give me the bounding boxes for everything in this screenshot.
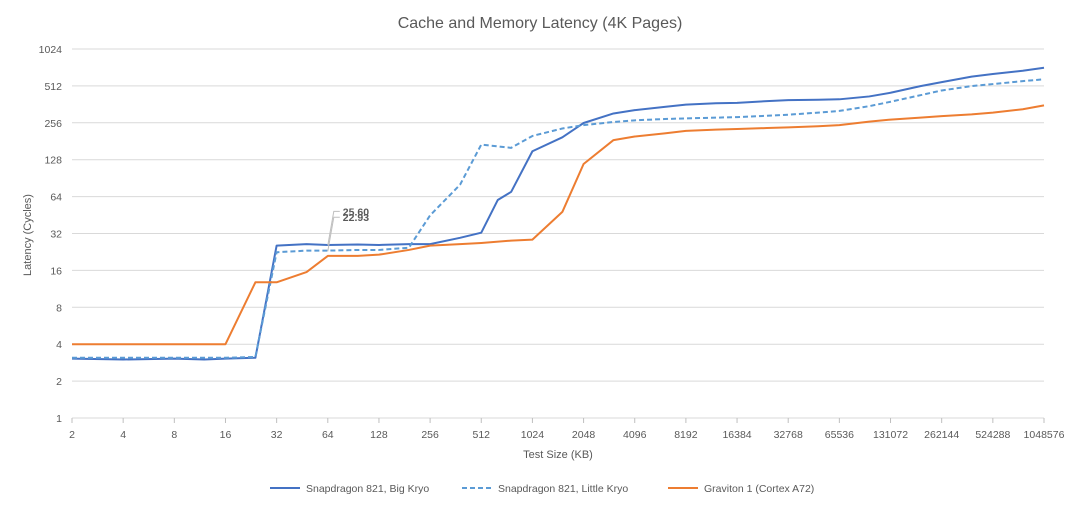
legend: Snapdragon 821, Big Kryo Snapdragon 821, … — [270, 483, 814, 495]
legend-label-2: Graviton 1 (Cortex A72) — [704, 483, 814, 495]
y-tick-label: 1 — [56, 413, 62, 425]
grid — [71, 48, 1045, 423]
x-tick-label: 1048576 — [1024, 429, 1065, 441]
y-tick-label: 1024 — [39, 44, 63, 56]
x-tick-label: 2 — [69, 429, 75, 441]
x-tick-label: 65536 — [825, 429, 854, 441]
legend-label-1: Snapdragon 821, Little Kryo — [498, 483, 628, 495]
chart-title: Cache and Memory Latency (4K Pages) — [398, 15, 683, 32]
x-tick-label: 16 — [220, 429, 232, 441]
x-tick-label: 8192 — [674, 429, 698, 441]
x-tick-label: 524288 — [975, 429, 1010, 441]
series-line-1 — [72, 78, 1045, 359]
x-tick-label: 32768 — [774, 429, 803, 441]
x-tick-label: 4 — [120, 429, 126, 441]
y-tick-label: 512 — [44, 81, 62, 93]
y-tick-label: 64 — [50, 192, 62, 204]
series-lines — [71, 66, 1045, 361]
x-tick-label: 2048 — [572, 429, 596, 441]
x-tick-label: 32 — [271, 429, 283, 441]
x-axis-title: Test Size (KB) — [523, 449, 593, 461]
annotation-leader — [327, 216, 340, 252]
annotation-label: 25.60 — [343, 206, 369, 218]
annotation-label: 22.93 — [343, 212, 369, 224]
x-tick-label: 8 — [171, 429, 177, 441]
x-axis-ticks: 2 4 8 16 32 64 128 256 512 1024 2048 4096 8192 16384 3… — [69, 429, 1065, 441]
series-line-2 — [72, 104, 1045, 346]
x-tick-label: 128 — [370, 429, 388, 441]
x-tick-label: 512 — [472, 429, 490, 441]
x-tick-label: 256 — [421, 429, 439, 441]
legend-label-0: Snapdragon 821, Big Kryo — [306, 483, 429, 495]
x-tick-label: 64 — [322, 429, 334, 441]
annotation-leader — [327, 210, 340, 246]
x-tick-label: 1024 — [521, 429, 545, 441]
series-line-0 — [71, 66, 1045, 361]
y-tick-label: 256 — [44, 118, 62, 130]
x-tick-label: 131072 — [873, 429, 908, 441]
x-tick-label: 16384 — [722, 429, 751, 441]
y-tick-label: 16 — [50, 265, 62, 277]
x-tick-label: 262144 — [924, 429, 959, 441]
y-tick-label: 8 — [56, 302, 62, 314]
y-axis-ticks: 1 2 4 8 16 32 64 128 256 512 1024 — [39, 44, 63, 425]
y-tick-label: 128 — [44, 155, 62, 167]
y-tick-label: 2 — [56, 376, 62, 388]
y-tick-label: 32 — [50, 229, 62, 241]
y-tick-label: 4 — [56, 339, 62, 351]
y-axis-title: Latency (Cycles) — [22, 194, 34, 276]
x-tick-label: 4096 — [623, 429, 647, 441]
